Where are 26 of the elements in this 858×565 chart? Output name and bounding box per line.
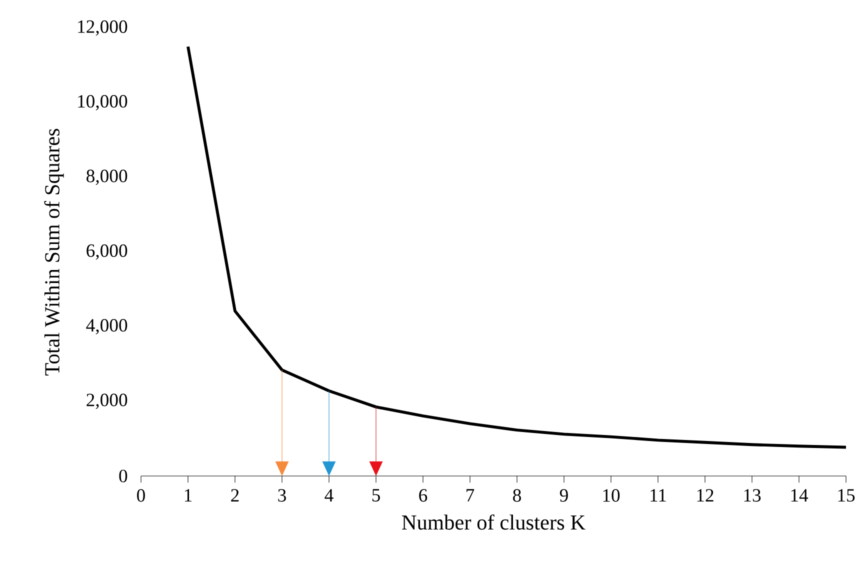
x-tick-label: 6 [419, 489, 428, 502]
x-tick-label: 4 [324, 489, 334, 502]
x-tick-label: 14 [791, 489, 808, 502]
y-tick-label: 4,000 [86, 319, 128, 334]
x-tick-label: 1 [184, 489, 192, 502]
x-tick-label: 15 [838, 489, 855, 502]
x-tick-label: 13 [744, 489, 761, 502]
x-axis-title: Number of clusters K [402, 514, 586, 530]
y-tick-label: 0 [119, 470, 128, 482]
x-tick-label: 0 [137, 489, 145, 502]
y-tick-label: 12,000 [78, 20, 128, 36]
y-tick-label: 2,000 [86, 394, 128, 409]
x-tick-label: 12 [697, 489, 714, 502]
x-tick-label: 9 [560, 489, 568, 502]
x-tick-label: 7 [466, 489, 474, 502]
x-tick-label: 3 [278, 489, 286, 502]
x-tick-label: 11 [650, 489, 666, 502]
x-tick-label: 5 [372, 489, 380, 502]
x-tick-label: 10 [603, 489, 620, 502]
y-tick-label: 10,000 [78, 95, 128, 110]
y-axis-title: Total Within Sum of Squares [44, 128, 64, 376]
y-tick-label: 6,000 [86, 244, 128, 260]
line-series [186, 45, 846, 449]
x-tick-label: 8 [513, 489, 521, 502]
y-tick-label: 8,000 [86, 170, 128, 185]
x-tick-label: 2 [231, 489, 239, 502]
